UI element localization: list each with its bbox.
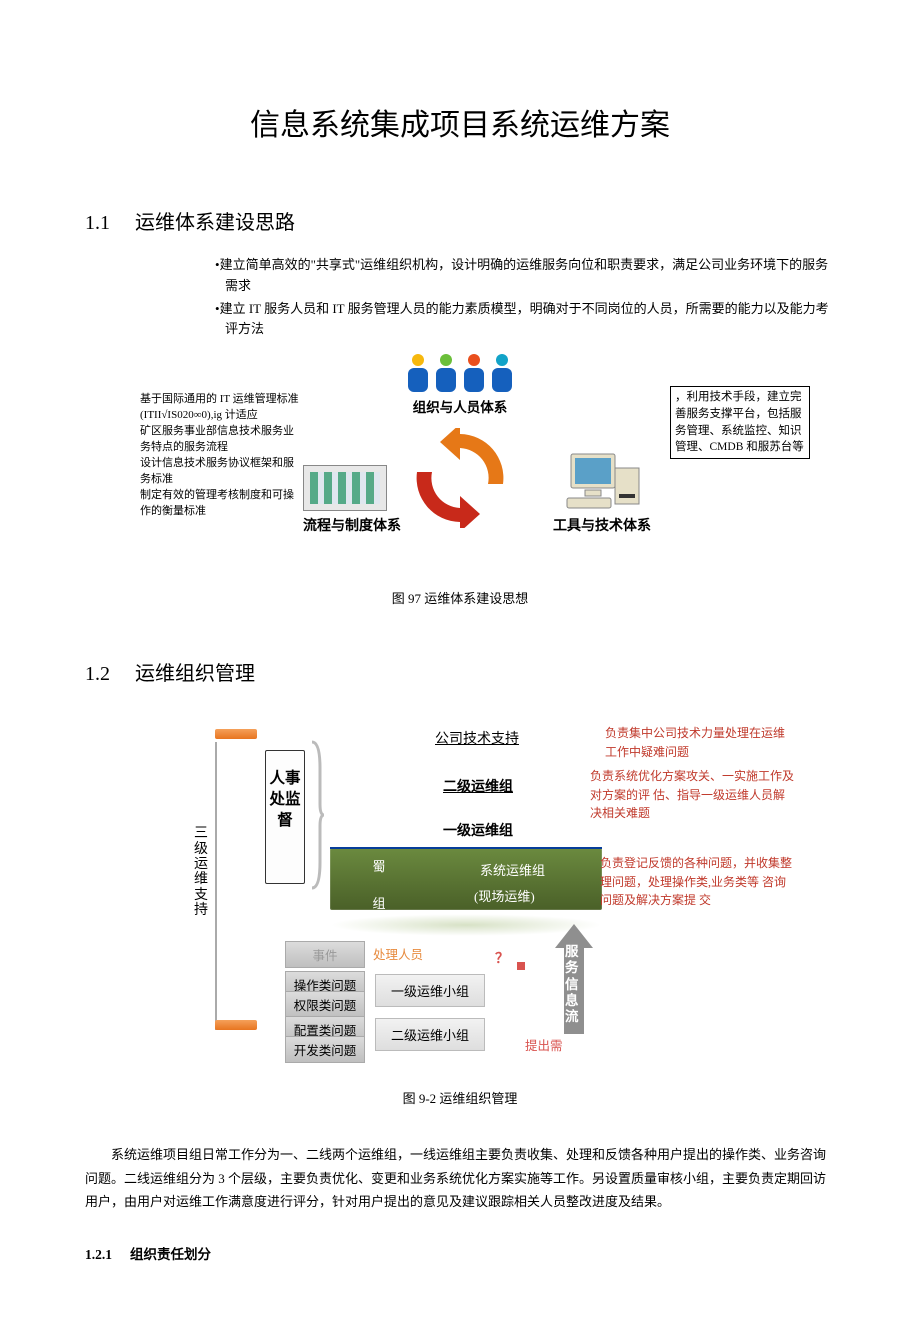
section-1-text: 运维体系建设思路 [135, 212, 295, 234]
bullet-text: 建立 IT 服务人员和 IT 服务管理人员的能力素质模型，明确对于不同岗位的人员… [220, 301, 829, 337]
section-2-text: 运维组织管理 [135, 663, 255, 685]
fig97-right-text: ，利用技术手段，建立完善服务支撑平台，包括服务管理、系统监控、知识管理、CMDB… [670, 386, 810, 459]
event-title: 事件 [285, 941, 365, 968]
red-dot-icon [517, 962, 525, 970]
subsection-num: 1.2.1 [85, 1247, 112, 1262]
bullet-list: •建立简单高效的"共享式"运维组织机构，设计明确的运维服务向位和职责要求，满足公… [215, 255, 835, 340]
orange-bar-icon [215, 1020, 257, 1030]
section-2-heading: 1.2运维组织管理 [85, 657, 835, 686]
bullet-text: 建立简单高效的"共享式"运维组织机构，设计明确的运维服务向位和职责要求，满足公司… [220, 257, 829, 293]
section-2-num: 1.2 [85, 663, 135, 686]
section-1-num: 1.1 [85, 212, 135, 235]
figure-92: 三级运维支持 人事处监督 公司技术支持 二级运维组 一级运维组 蜀组 系统运维组… [85, 716, 835, 1086]
people-icon [400, 352, 520, 394]
greenbar-left: 蜀组 [364, 858, 394, 913]
fig97-left-text: 基于国际通用的 IT 运维管理标准 (ITII√IS020∞0),ig 计适应 … [140, 392, 300, 520]
subsection-heading: 1.2.1 组织责任划分 [85, 1243, 835, 1263]
event-perm: 权限类问题 [285, 991, 365, 1018]
bullet-item: •建立简单高效的"共享式"运维组织机构，设计明确的运维服务向位和职责要求，满足公… [215, 255, 835, 297]
side-note-1: 负责集中公司技术力量处理在运维工作中疑难问题 [605, 724, 795, 761]
hr-supervision-box: 人事处监督 [265, 750, 305, 884]
fig92-caption: 图 9-2 运维组织管理 [85, 1088, 835, 1107]
arrow-up-label: 服务信息流 [565, 944, 583, 1025]
event-dev: 开发类问题 [285, 1036, 365, 1063]
fig97-caption: 图 97 运维体系建设思想 [85, 588, 835, 607]
section-1-heading: 1.1运维体系建设思路 [85, 206, 835, 235]
level1-team-box: 一级运维小组 [375, 974, 485, 1007]
company-support-label: 公司技术支持 [435, 728, 519, 748]
orange-inline-text: 处理人员 [373, 944, 423, 963]
green-bar: 蜀组 系统运维组 (现场运维) [330, 848, 602, 910]
question-mark-icon: ？ [495, 948, 509, 968]
bracket-icon [310, 738, 324, 892]
computer-icon [565, 450, 645, 510]
greenbar-right-bot: (现场运维) [474, 886, 535, 905]
level2-team-box: 二级运维小组 [375, 1018, 485, 1051]
flow-diagram-icon [303, 465, 387, 511]
subsection-text: 组织责任划分 [130, 1247, 211, 1262]
cycle-arrows-icon [410, 428, 510, 528]
figure-97: 基于国际通用的 IT 运维管理标准 (ITII√IS020∞0),ig 计适应 … [85, 350, 835, 570]
page-title: 信息系统集成项目系统运维方案 [85, 100, 835, 144]
level2-group-label: 二级运维组 [443, 776, 513, 796]
orange-bar-icon [215, 729, 257, 739]
greenbar-right-top: 系统运维组 [480, 860, 545, 879]
bullet-item: •建立 IT 服务人员和 IT 服务管理人员的能力素质模型，明确对于不同岗位的人… [215, 299, 835, 341]
side-note-2: 负责系统优化方案攻关、一实施工作及对方案的评 估、指导一级运维人员解决相关难题 [590, 767, 795, 823]
level1-group-label: 一级运维组 [443, 820, 513, 840]
need-label: 提出需 [525, 1035, 563, 1054]
side-note-3: 负责登记反馈的各种问题，并收集整理问题，处理操作类,业务类等 咨询问题及解决方案… [600, 854, 795, 910]
body-paragraph: 系统运维项目组日常工作分为一、二线两个运维组，一线运维组主要负责收集、处理和反馈… [85, 1143, 835, 1213]
vertical-axis [215, 742, 217, 1030]
fig97-center-label: 组织与人员体系 [413, 396, 508, 416]
vert-axis-label: 三级运维支持 [193, 826, 209, 918]
fig97-right-label: 工具与技术体系 [553, 515, 651, 535]
fig97-left-label: 流程与制度体系 [303, 515, 401, 535]
